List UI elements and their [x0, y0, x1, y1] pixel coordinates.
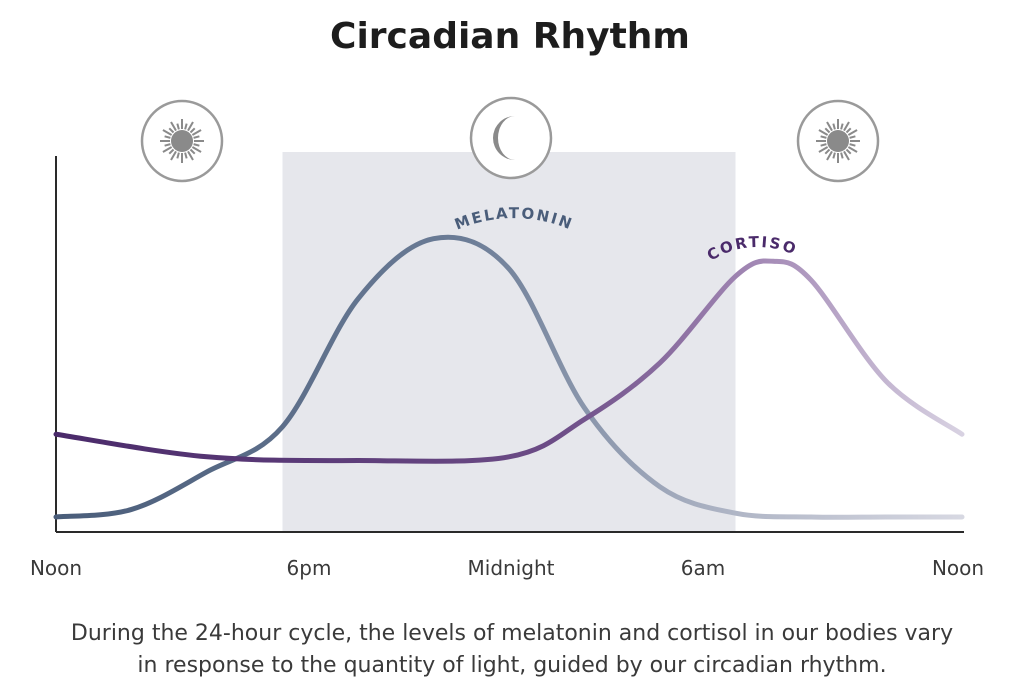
chart-caption: During the 24-hour cycle, the levels of … [0, 618, 1024, 682]
x-tick-label: 6am [681, 556, 725, 580]
x-tick-label: 6pm [287, 556, 332, 580]
moon-icon [469, 96, 553, 180]
x-tick-label: Midnight [468, 556, 555, 580]
melatonin-series-line [53, 234, 965, 520]
chart-title: Circadian Rhythm [330, 16, 690, 57]
night-band [282, 152, 736, 532]
sun-icon [796, 99, 880, 183]
x-tick-label: Noon [30, 556, 82, 580]
x-tick-label: Noon [932, 556, 984, 580]
cortisol-series-line [53, 258, 965, 464]
caption-line-1: During the 24-hour cycle, the levels of … [70, 621, 954, 646]
sun-icon [140, 99, 224, 183]
circadian-chart: Circadian Rhythm MELATONIN CORTISOL Noon… [0, 0, 984, 580]
caption-line-2: in response to the quantity of light, gu… [137, 653, 887, 678]
